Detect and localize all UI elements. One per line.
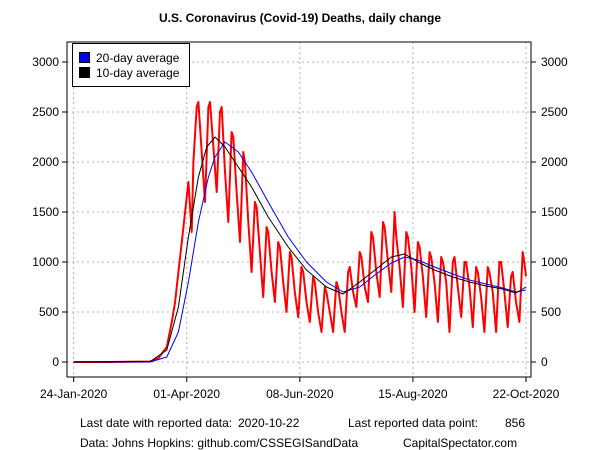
x-tick-label-0: 24-Jan-2020	[40, 387, 108, 401]
series-line-20-day-average	[73, 141, 527, 363]
chart-title: U.S. Coronavirus (Covid-19) Deaths, dail…	[158, 11, 442, 25]
legend-label-10-day: 10-day average	[96, 66, 180, 80]
x-tick-label-4: 22-Oct-2020	[493, 387, 560, 401]
brand-label: CapitalSpectator.com	[403, 436, 518, 450]
legend-item-20-day: 20-day average	[79, 51, 179, 65]
series-line-10-day-average	[73, 136, 527, 363]
plot-frame	[66, 41, 532, 378]
x-tick-label-2: 08-Jun-2020	[266, 387, 334, 401]
last-point-value: 856	[505, 416, 526, 430]
y-tick-label-right-4: 2000	[541, 155, 568, 169]
data-source: Data: Johns Hopkins: github.com/CSSEGISa…	[80, 436, 359, 450]
y-tick-label-right-6: 3000	[541, 55, 568, 69]
chart-legend: 20-day average 10-day average	[72, 43, 190, 87]
y-tick-label-left-5: 2500	[32, 105, 59, 119]
y-tick-label-right-2: 1000	[541, 255, 568, 269]
last-point-label: Last reported data point:	[348, 416, 479, 430]
series-line-daily	[73, 101, 527, 363]
x-tick-label-1: 01-Apr-2020	[153, 387, 220, 401]
y-tick-label-left-1: 500	[39, 305, 59, 319]
y-tick-label-left-0: 0	[52, 355, 59, 369]
y-tick-label-left-2: 1000	[32, 255, 59, 269]
y-tick-label-right-3: 1500	[541, 205, 568, 219]
legend-swatch-blue	[79, 52, 90, 63]
legend-item-10-day: 10-day average	[79, 66, 179, 80]
y-tick-label-right-1: 500	[541, 305, 561, 319]
y-tick-label-right-0: 0	[541, 355, 548, 369]
x-tick-label-3: 15-Aug-2020	[378, 387, 448, 401]
legend-swatch-black	[79, 67, 90, 78]
legend-label-20-day: 20-day average	[96, 51, 180, 65]
y-tick-label-right-5: 2500	[541, 105, 568, 119]
y-tick-label-left-3: 1500	[32, 205, 59, 219]
last-date-value: 2020-10-22	[238, 416, 300, 430]
y-tick-label-left-4: 2000	[32, 155, 59, 169]
y-tick-label-left-6: 3000	[32, 55, 59, 69]
last-date-label: Last date with reported data:	[80, 416, 233, 430]
